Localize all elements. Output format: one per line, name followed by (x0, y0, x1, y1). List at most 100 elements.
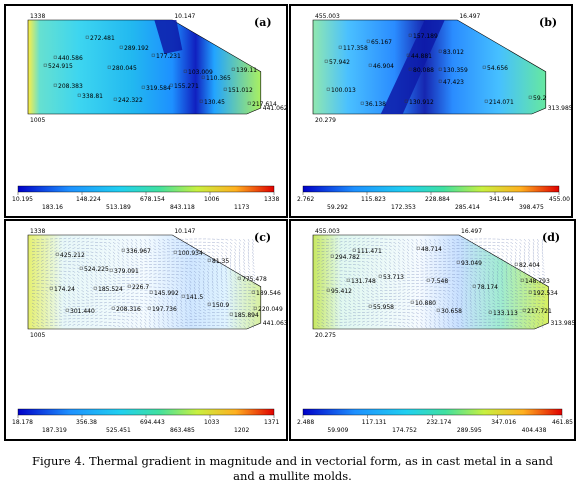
node-marker (438, 79, 442, 83)
contour-label: 289.192 (124, 45, 149, 52)
contour-label: 78.174 (477, 284, 498, 291)
node-marker (169, 83, 173, 87)
node-marker (231, 67, 235, 71)
node-marker (326, 288, 330, 292)
colorbar (17, 185, 275, 193)
contour-label: 148.793 (525, 278, 550, 285)
panel-b: (b) 455.003 16.497 20.279 313.985 117.358 65.1… (289, 4, 573, 218)
colorbar-tick-upper: 1033 (204, 419, 219, 426)
corner-value-right-end: 313.985 (548, 105, 571, 112)
contour-label: 65.167 (371, 39, 392, 46)
contour-label: 220.049 (258, 306, 283, 313)
contour-label: 80.088 (413, 67, 434, 74)
contour-label: 131.748 (351, 278, 376, 285)
contour-label: 151.012 (228, 87, 253, 94)
contour-label: 214.071 (489, 99, 514, 106)
contour-label: 103.009 (188, 69, 213, 76)
contour-label: 185.894 (234, 312, 259, 319)
contour-label: 189.546 (256, 290, 281, 297)
node-marker (53, 55, 57, 59)
node-marker (528, 95, 532, 99)
contour-label: 95.412 (331, 288, 352, 295)
contour-label: 44.881 (411, 53, 432, 60)
node-marker (522, 308, 526, 312)
node-marker (141, 85, 145, 89)
corner-value-top-left: 1338 (30, 13, 45, 20)
contour-label: 81.35 (212, 258, 229, 265)
contour-label: 272.481 (90, 35, 115, 42)
contour-label: 157.189 (413, 33, 438, 40)
node-marker (352, 248, 356, 252)
panel-c: (c) 1338 10.147 1005 441.063 425.212 336.967 10… (4, 219, 288, 441)
contour-label: 46.904 (373, 63, 394, 70)
node-marker (43, 63, 47, 67)
contour-label: 155.271 (174, 83, 199, 90)
colorbar-tick-upper: 2.762 (297, 196, 314, 203)
colorbar-tick-upper: 341.944 (489, 196, 514, 203)
panel-b-plot: (b) 455.003 16.497 20.279 313.985 117.35865.1… (297, 13, 571, 211)
contour-label: 208.316 (116, 306, 141, 313)
contour-label: 177.231 (156, 53, 181, 60)
panel-label: (b) (539, 16, 557, 29)
low-gradient-zone (154, 20, 183, 54)
corner-value-top-right: 16.497 (461, 228, 482, 235)
contour-label: 425.212 (60, 252, 85, 259)
corner-value-top-right: 10.147 (174, 228, 195, 235)
colorbar-tick-lower: 172.353 (391, 204, 416, 211)
colorbar-tick-upper: 694.443 (140, 419, 165, 426)
contour-label: 100.934 (178, 250, 203, 257)
colorbar-tick-upper: 232.174 (427, 419, 452, 426)
node-marker (237, 276, 241, 280)
node-marker (404, 99, 408, 103)
contour-label: 217.614 (252, 101, 277, 108)
node-marker (53, 83, 57, 87)
contour-label: 82.404 (519, 262, 540, 269)
node-marker (360, 101, 364, 105)
colorbar-tick-lower: 174.752 (392, 427, 417, 434)
figure-caption: Figure 4. Thermal gradient in magnitude … (0, 454, 585, 484)
node-marker (199, 99, 203, 103)
panel-c-plot: (c) 1338 10.147 1005 441.063 425.212 336.967 10… (12, 228, 286, 434)
figure: (a) 1338 10.147 1005 441.062 440.586 272.481 28… (4, 4, 576, 441)
contour-label: 55.958 (373, 304, 394, 311)
caption-line-1: Figure 4. Thermal gradient in magnitude … (31, 454, 554, 468)
contour-label: 130.45 (204, 99, 225, 106)
colorbar-tick-lower: 183.16 (42, 204, 63, 211)
contour-label: 280.045 (112, 65, 137, 72)
node-marker (181, 294, 185, 298)
node-marker (253, 306, 257, 310)
contour-label: 117.358 (343, 45, 368, 52)
node-marker (484, 99, 488, 103)
colorbar-tick-lower: 289.595 (457, 427, 482, 434)
node-marker (438, 49, 442, 53)
colorbar-tick-lower: 513.189 (106, 204, 131, 211)
contour-label: 141.5 (186, 294, 203, 301)
colorbar-tick-upper: 356.38 (76, 419, 97, 426)
node-marker (93, 286, 97, 290)
corner-value-bottom-left: 1005 (30, 332, 45, 339)
colorbar-tick-upper: 115.823 (361, 196, 386, 203)
colorbar (302, 408, 563, 416)
node-marker (207, 258, 211, 262)
corner-value-bottom-left: 20.275 (315, 332, 336, 339)
caption-line-2: and a mullite molds. (233, 469, 352, 483)
node-marker (416, 246, 420, 250)
node-marker (520, 278, 524, 282)
node-marker (65, 308, 69, 312)
colorbar-tick-upper: 1371 (264, 419, 279, 426)
node-marker (121, 248, 125, 252)
contour-label: 100.013 (331, 87, 356, 94)
contour-label: 59.2 (533, 95, 547, 102)
vector-field (316, 237, 546, 329)
panel-d: (d) 455.003 16.497 20.275 313.985 294.782 111.… (289, 219, 576, 441)
node-marker (229, 312, 233, 316)
node-marker (366, 39, 370, 43)
contour-label: 7.548 (431, 278, 448, 285)
node-marker (436, 308, 440, 312)
node-marker (223, 87, 227, 91)
contour-label: 133.113 (493, 310, 518, 317)
node-marker (49, 286, 53, 290)
contour-label: 93.049 (461, 260, 482, 267)
corner-value-right-end: 441.062 (263, 105, 286, 112)
contour-label: 185.524 (98, 286, 123, 293)
